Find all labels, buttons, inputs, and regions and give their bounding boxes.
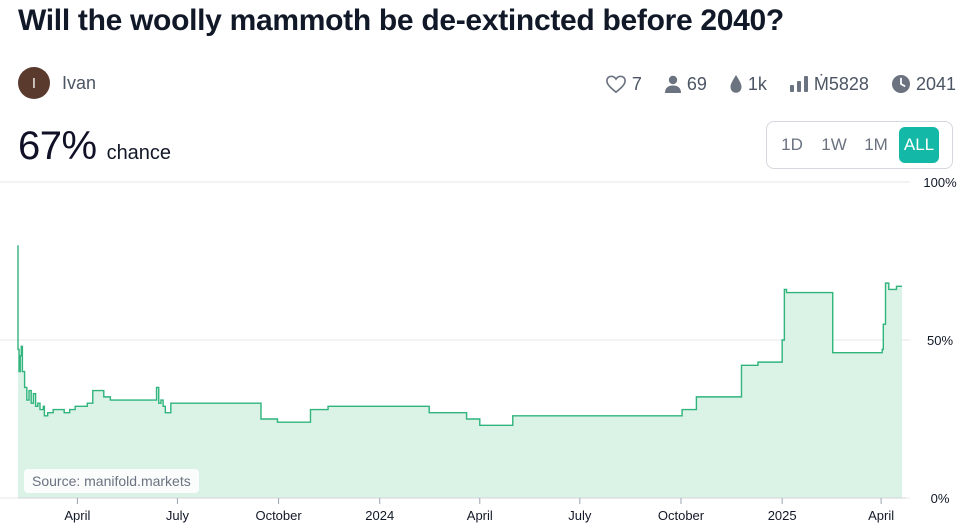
y-tick-label: 50% bbox=[927, 333, 953, 348]
probability-line bbox=[17, 245, 902, 427]
creator-name[interactable]: Ivan bbox=[62, 72, 97, 93]
avatar[interactable]: I bbox=[18, 67, 50, 99]
x-tick-label: October bbox=[658, 508, 705, 523]
y-tick-label: 100% bbox=[923, 175, 957, 190]
probability-display: 67% chance bbox=[18, 124, 171, 169]
user-icon bbox=[664, 74, 682, 94]
creator[interactable]: I Ivan bbox=[18, 66, 96, 100]
x-tick-label: April bbox=[64, 508, 90, 523]
time-period-selector: 1D 1W 1M ALL bbox=[766, 121, 953, 169]
close-year: 2041 bbox=[915, 73, 956, 94]
period-1w-button[interactable]: 1W bbox=[821, 135, 847, 154]
liquidity-stat[interactable]: 1k bbox=[729, 74, 767, 95]
x-tick-label: 2025 bbox=[768, 508, 797, 523]
liquidity-amount: 1k bbox=[747, 73, 767, 94]
y-tick-label: 0% bbox=[931, 491, 950, 506]
close-date-stat[interactable]: 2041 bbox=[891, 74, 956, 95]
x-tick-label: July bbox=[166, 508, 190, 523]
clock-icon bbox=[891, 74, 911, 94]
period-1d-button[interactable]: 1D bbox=[781, 135, 803, 154]
x-tick-label: April bbox=[467, 508, 493, 523]
x-tick-label: 2024 bbox=[365, 508, 394, 523]
market-stats: 7 69 1k Ṁ5828 2041 bbox=[605, 70, 956, 98]
period-all-button[interactable]: ALL bbox=[899, 127, 939, 163]
volume-amount: Ṁ5828 bbox=[813, 73, 869, 94]
traders-count: 69 bbox=[686, 73, 707, 94]
probability-chart[interactable]: 100% 50% 0% April July October 2024 April July Oc… bbox=[0, 172, 968, 530]
x-tick-label: October bbox=[255, 508, 302, 523]
volume-stat[interactable]: Ṁ5828 bbox=[789, 74, 869, 95]
period-1m-button[interactable]: 1M bbox=[864, 135, 888, 154]
source-label: Source: manifold.markets bbox=[24, 469, 199, 493]
x-tick-label: April bbox=[868, 508, 894, 523]
bar-chart-icon bbox=[789, 75, 809, 93]
droplet-icon bbox=[729, 74, 743, 94]
probability-area bbox=[18, 245, 902, 498]
probability-label: chance bbox=[106, 142, 172, 164]
market-title: Will the woolly mammoth be de-extincted … bbox=[18, 4, 784, 37]
x-tick-label: July bbox=[568, 508, 592, 523]
probability-value: 67% bbox=[18, 124, 97, 168]
likes-count: 7 bbox=[631, 73, 642, 94]
heart-icon bbox=[605, 74, 627, 94]
likes-stat[interactable]: 7 bbox=[605, 74, 642, 95]
traders-stat[interactable]: 69 bbox=[664, 74, 707, 95]
